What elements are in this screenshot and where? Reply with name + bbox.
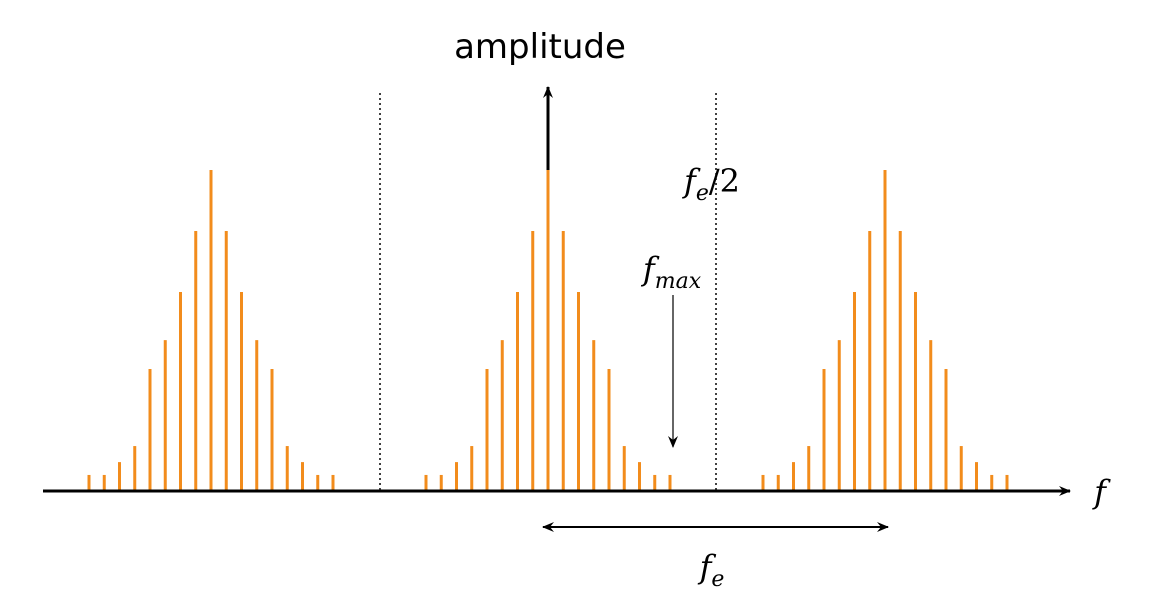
spectrum-lines bbox=[87, 170, 1009, 491]
sampling-label: fe bbox=[698, 548, 725, 592]
x-axis-label: f bbox=[1092, 473, 1111, 511]
y-axis-label: amplitude bbox=[454, 27, 626, 67]
max-freq-label: fmax bbox=[641, 250, 702, 294]
half-sampling-label: fe/2 bbox=[682, 162, 740, 206]
